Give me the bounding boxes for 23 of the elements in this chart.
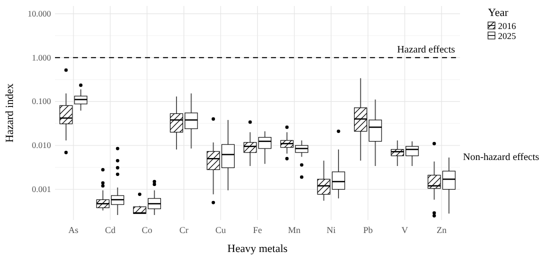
x-tick-label: Cu xyxy=(215,225,226,235)
y-tick-label: 10.000 xyxy=(28,8,51,18)
x-axis-title: Heavy metals xyxy=(227,243,288,255)
x-tick-label: Co xyxy=(142,225,153,235)
y-tick-label: 0.100 xyxy=(32,96,51,106)
legend-label: 2025 xyxy=(498,31,516,41)
x-tick-label: As xyxy=(68,225,79,235)
x-tick-label: Fe xyxy=(253,225,262,235)
x-tick-label: Zn xyxy=(436,225,448,235)
y-tick-label: 0.001 xyxy=(32,184,51,194)
legend-label: 2016 xyxy=(498,21,516,31)
text: Non-hazard effects xyxy=(463,152,540,164)
x-tick-label: Ni xyxy=(326,225,336,235)
y-tick-label: 1.000 xyxy=(32,52,51,62)
ref-line-label: Hazard effects xyxy=(397,44,456,56)
x-tick-label: Cd xyxy=(104,225,116,235)
x-tick-label: Cr xyxy=(179,225,188,235)
x-tick-label: Mn xyxy=(288,225,302,235)
y-axis-title: Hazard index xyxy=(4,83,16,142)
x-tick-label: Pb xyxy=(363,225,374,235)
x-tick-label: V xyxy=(402,225,409,235)
y-tick-label: 0.010 xyxy=(32,140,51,150)
legend-title: Year xyxy=(488,7,509,19)
